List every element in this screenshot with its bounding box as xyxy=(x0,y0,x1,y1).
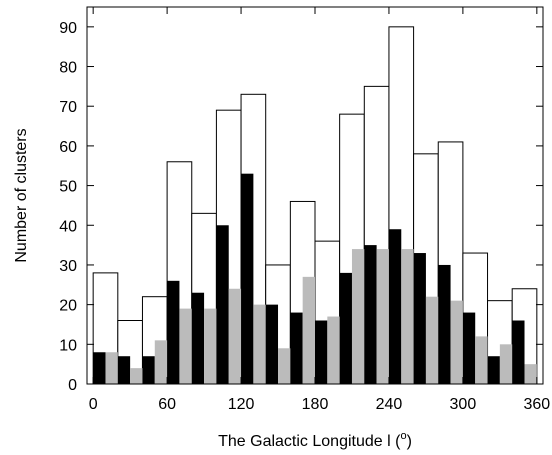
y-tick-label: 20 xyxy=(59,298,77,315)
x-axis-label-main: The Galactic Longitude l ( xyxy=(218,433,401,450)
bar-black xyxy=(364,245,377,384)
y-tick-label: 10 xyxy=(59,337,77,354)
bar-gray xyxy=(204,308,217,384)
x-tick-label: 360 xyxy=(523,396,550,413)
y-tick-label: 50 xyxy=(59,179,77,196)
y-tick-label: 0 xyxy=(68,377,77,394)
bar-black xyxy=(191,292,205,384)
bar-black xyxy=(265,304,279,384)
y-tick-label: 30 xyxy=(59,258,77,275)
bar-black xyxy=(216,225,229,384)
bar-black xyxy=(93,352,106,384)
x-tick-label: 300 xyxy=(450,396,477,413)
y-tick-label: 90 xyxy=(59,20,77,37)
y-tick-label: 40 xyxy=(59,218,77,235)
bar-black xyxy=(487,356,500,384)
x-tick-label: 120 xyxy=(228,396,255,413)
bar-gray xyxy=(425,296,439,384)
bars-layer xyxy=(92,26,538,385)
bar-black xyxy=(117,356,131,384)
bar-black xyxy=(388,229,402,384)
y-tick-label: 70 xyxy=(59,99,77,116)
bar-black xyxy=(167,280,180,384)
bar-black xyxy=(462,312,476,384)
x-tick-label: 180 xyxy=(302,396,329,413)
bar-gray xyxy=(475,336,488,384)
bar-gray xyxy=(302,276,315,384)
bar-black xyxy=(142,356,155,384)
bar-gray xyxy=(499,344,513,384)
bar-gray xyxy=(376,249,389,384)
bar-gray xyxy=(327,316,340,384)
bar-gray xyxy=(524,364,537,384)
x-axis-label-degree: o xyxy=(400,430,406,442)
tick-labels-layer: 0 60 120 180 240 300 360 0 10 20 30 40 50 60 70 80 90 xyxy=(59,20,550,413)
bar-gray xyxy=(154,340,168,384)
bar-gray xyxy=(351,249,365,384)
bar-gray xyxy=(253,304,266,384)
bar-gray xyxy=(450,300,463,384)
bar-black xyxy=(438,264,451,384)
y-tick-label: 80 xyxy=(59,60,77,77)
x-axis-label-close: ) xyxy=(407,433,412,450)
x-axis-label: The Galactic Longitude l (o) xyxy=(218,430,412,450)
bar-black xyxy=(241,173,254,384)
bar-black xyxy=(315,320,328,384)
x-tick-label: 0 xyxy=(89,396,98,413)
y-tick-label: 60 xyxy=(59,139,77,156)
bar-gray xyxy=(105,352,118,384)
bar-gray xyxy=(401,249,414,384)
x-tick-label: 240 xyxy=(376,396,403,413)
bar-black xyxy=(339,272,352,384)
x-tick-label: 60 xyxy=(158,396,176,413)
bar-gray xyxy=(130,368,143,384)
bar-black xyxy=(512,320,525,384)
bar-gray xyxy=(278,348,291,384)
bar-black xyxy=(290,312,303,384)
bar-black xyxy=(413,253,426,384)
ticks-layer xyxy=(87,7,543,385)
bar-gray xyxy=(179,308,192,384)
bar-gray xyxy=(228,288,242,384)
y-axis-label: Number of clusters xyxy=(13,128,30,262)
